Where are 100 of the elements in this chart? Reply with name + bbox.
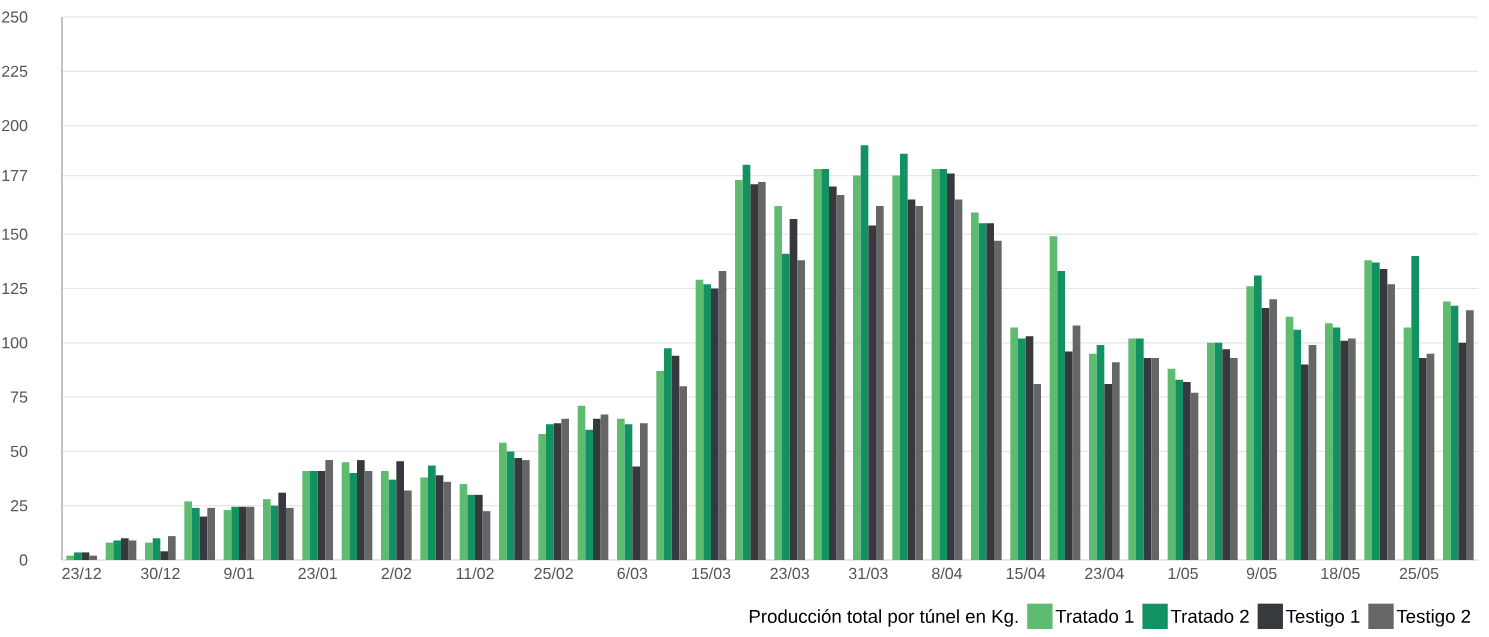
bar: [1301, 364, 1309, 560]
bar: [1332, 327, 1341, 560]
bar: [66, 555, 75, 560]
bar: [1379, 268, 1388, 560]
bar: [789, 218, 798, 560]
bar: [482, 511, 491, 560]
bar: [514, 457, 522, 560]
x-tick-label: 8/04: [932, 567, 963, 580]
bar: [192, 507, 200, 560]
bar: [121, 538, 129, 560]
bar: [1261, 308, 1270, 560]
bar: [145, 542, 153, 560]
bar: [971, 212, 979, 560]
x-tick-label: 23/12: [62, 567, 101, 580]
bar: [538, 434, 546, 560]
bar: [561, 418, 569, 560]
bar: [1364, 260, 1372, 560]
bar: [1450, 305, 1459, 560]
bar: [1230, 358, 1238, 560]
y-tick-label: 225: [2, 65, 28, 77]
x-tick-label: 31/03: [848, 567, 888, 580]
bar: [1143, 358, 1152, 560]
y-tick-label: 75: [10, 391, 28, 403]
y-tick-label: 25: [10, 500, 28, 512]
bar: [1222, 349, 1230, 560]
bar: [750, 184, 758, 560]
bar: [703, 284, 711, 560]
bar: [915, 205, 923, 560]
y-tick-label: 50: [10, 445, 28, 458]
x-tick-label: 25/02: [534, 567, 573, 580]
bar: [782, 253, 790, 560]
bar: [1466, 310, 1474, 560]
bar: [341, 462, 350, 560]
y-tick-label: 100: [2, 337, 28, 349]
bar: [459, 483, 468, 560]
bar: [270, 505, 279, 560]
bar: [797, 260, 805, 560]
x-tick-label: 25/05: [1399, 567, 1439, 580]
bar: [223, 510, 232, 560]
bar: [1025, 336, 1034, 560]
bar: [506, 451, 515, 560]
bar: [1348, 338, 1356, 560]
bar: [892, 175, 900, 560]
bar: [310, 470, 318, 560]
bar: [1175, 379, 1183, 560]
x-tick-label: 1/05: [1168, 567, 1198, 580]
x-tick-label: 23/03: [770, 567, 809, 580]
bar: [160, 551, 169, 560]
bar: [853, 175, 861, 560]
y-tick-label: 177: [2, 170, 28, 182]
bar: [900, 153, 908, 560]
bar: [742, 164, 751, 560]
x-tick-label: 6/03: [617, 567, 648, 580]
bar: [1246, 286, 1254, 560]
bar: [836, 195, 845, 560]
legend-title: Producción total por túnel en Kg.: [749, 609, 1018, 627]
bar: [364, 470, 373, 560]
bar: [1190, 392, 1199, 560]
bar: [1018, 338, 1026, 560]
bar: [1207, 342, 1215, 560]
x-tick-label: 15/04: [1006, 567, 1046, 580]
bar: [1104, 384, 1112, 560]
bar: [1167, 368, 1176, 560]
x-tick-label: 15/03: [692, 567, 731, 580]
bar: [907, 199, 916, 560]
bar: [396, 461, 405, 560]
bar: [286, 507, 294, 560]
bar: [1419, 358, 1427, 560]
bar: [381, 470, 389, 560]
bar: [1403, 327, 1412, 560]
x-tick-label: 18/05: [1321, 567, 1360, 580]
bar: [758, 182, 766, 560]
bar: [774, 205, 782, 560]
y-tick-label: 0: [19, 554, 28, 566]
bar: [994, 240, 1002, 560]
bar: [939, 169, 947, 560]
bar: [876, 205, 884, 560]
bar: [1214, 342, 1223, 560]
bar: [1136, 338, 1144, 560]
bar: [1325, 323, 1333, 560]
bar: [89, 555, 97, 560]
bar: [1057, 271, 1065, 560]
bar: [868, 225, 876, 560]
bar: [1183, 381, 1191, 560]
y-tick-label: 250: [2, 11, 28, 23]
bar: [1411, 255, 1419, 560]
bar: [1112, 362, 1120, 560]
bar: [695, 279, 704, 560]
bar: [546, 424, 554, 560]
bar: [679, 386, 687, 560]
bar: [278, 492, 286, 560]
x-tick-label: 23/01: [298, 567, 337, 580]
bar: [428, 465, 436, 560]
bar: [246, 506, 255, 560]
bar: [829, 186, 837, 560]
x-tick-label: 2/02: [381, 567, 412, 580]
bar: [420, 477, 428, 560]
legend-label: Testigo 1: [1286, 609, 1360, 627]
bar: [585, 429, 593, 560]
x-tick-label: 9/01: [224, 567, 254, 580]
